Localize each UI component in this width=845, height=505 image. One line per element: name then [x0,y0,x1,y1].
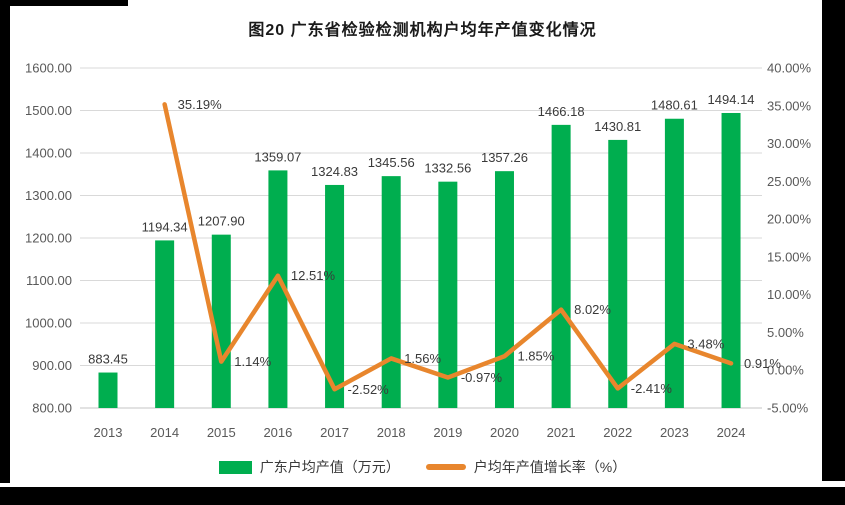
bar-2014 [155,240,175,408]
right-axis-tick: 40.00% [767,61,812,76]
right-axis-tick: 0.00% [767,363,804,378]
left-axis-tick: 1500.00 [25,103,72,118]
left-axis-tick: 1100.00 [26,273,72,288]
x-axis-label: 2013 [94,425,123,440]
chart-legend: 广东户均产值（万元） 户均年产值增长率（%） [0,457,845,477]
bar-2018 [381,176,401,408]
left-axis-tick: 1000.00 [25,316,72,331]
x-axis-label: 2018 [377,425,406,440]
bar-series-swatch-icon [218,460,252,474]
x-axis-label: 2015 [207,425,236,440]
bar-value-label: 1480.61 [651,98,698,113]
bar-value-label: 883.45 [88,352,128,367]
bar-value-label: 1324.83 [311,164,358,179]
right-axis-tick: 20.00% [767,212,812,227]
line-value-label: 1.85% [517,349,554,364]
bar-2022 [608,139,628,408]
left-axis-tick: 800.00 [32,401,72,416]
bar-value-label: 1332.56 [424,161,471,176]
bar-value-label: 1359.07 [254,149,301,164]
line-value-label: 1.56% [404,351,441,366]
right-axis-tick: 30.00% [767,136,812,151]
bar-value-label: 1494.14 [708,92,755,107]
bar-2013 [98,372,118,408]
chart-title: 图20 广东省检验检测机构户均年产值变化情况 [248,22,597,39]
bar-value-label: 1357.26 [481,150,528,165]
legend-line-series-label: 户均年产值增长率（%） [473,459,627,475]
line-value-label: 8.02% [574,302,611,317]
bar-value-label: 1430.81 [594,119,641,134]
x-axis-label: 2022 [603,425,632,440]
bar-2023 [664,118,684,408]
bar-value-label: 1194.34 [142,219,188,234]
legend-item-bar-series: 广东户均产值（万元） [218,457,400,477]
line-value-label: -2.41% [631,381,673,396]
scan-border-top-left [0,0,128,6]
bar-2024 [721,112,741,408]
x-axis-label: 2017 [320,425,349,440]
scan-border-bottom [0,487,845,505]
bar-2021 [551,124,571,408]
line-value-label: 3.48% [687,336,724,351]
x-axis-label: 2021 [547,425,576,440]
x-axis-label: 2016 [263,425,292,440]
left-axis-tick: 900.00 [32,358,72,373]
bar-2019 [438,181,458,408]
x-axis-label: 2020 [490,425,519,440]
right-axis-tick: 10.00% [767,287,812,302]
left-axis-tick: 1400.00 [25,146,72,161]
x-axis-label: 2019 [433,425,462,440]
line-value-label: 0.91% [744,356,781,371]
bar-value-label: 1345.56 [368,155,415,170]
bar-2017 [325,184,345,408]
line-value-label: 1.14% [234,354,271,369]
x-axis-label: 2024 [717,425,746,440]
growth-rate-line [162,102,734,392]
line-value-label: -2.52% [348,382,390,397]
right-axis-tick: 15.00% [767,249,812,264]
scan-border-right [822,0,845,481]
bar-2016 [268,170,288,408]
right-axis-tick: 25.00% [767,174,812,189]
scan-border-left [0,0,10,483]
chart-plot: 1600.00 1500.00 1400.00 1300.00 1200.00 1100.… [25,61,812,441]
bar-value-label: 1466.18 [538,104,585,119]
right-axis-tick: -5.00% [767,401,809,416]
left-axis-tick: 1200.00 [25,231,72,246]
right-axis-tick: 5.00% [767,325,804,340]
left-axis-tick: 1300.00 [25,188,72,203]
right-axis-tick: 35.00% [767,98,812,113]
bar-value-label: 1207.90 [198,214,245,229]
left-axis-tick: 1600.00 [25,61,72,76]
line-value-label: 12.51% [291,268,336,283]
legend-item-line-series: 户均年产值增长率（%） [425,457,627,477]
line-series-swatch-icon [425,464,466,470]
x-axis-label: 2023 [660,425,689,440]
line-value-label: -0.97% [461,370,503,385]
bar-2020 [494,171,514,408]
legend-bar-series-label: 广东户均产值（万元） [259,459,400,475]
x-axis-label: 2014 [150,425,179,440]
line-value-label: 35.19% [178,97,223,112]
bar-2015 [211,234,231,408]
